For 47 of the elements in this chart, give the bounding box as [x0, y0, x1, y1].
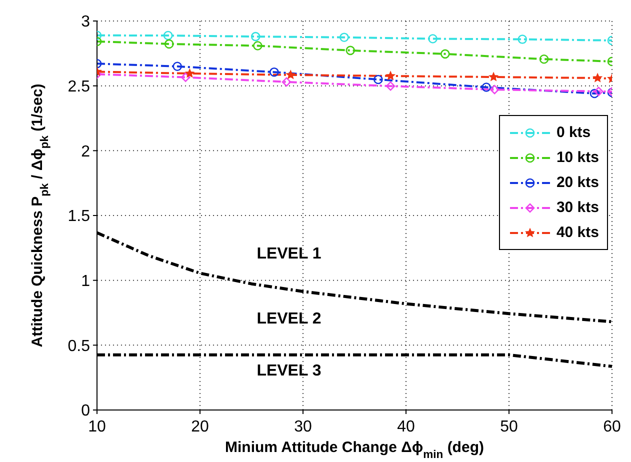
point: [440, 49, 450, 59]
point: [250, 32, 260, 42]
point: [593, 74, 602, 82]
point: [539, 54, 549, 64]
x-tick-label: 60: [603, 418, 621, 436]
annotation: LEVEL 1: [256, 246, 322, 262]
legend-label: 40 kts: [556, 224, 599, 241]
point: [490, 84, 500, 94]
x-tick-label: 10: [88, 418, 106, 436]
y-tick-label: 2: [81, 143, 90, 160]
x-tick-label: 20: [191, 418, 209, 436]
point: [428, 34, 438, 44]
y-tick-label: 0: [81, 402, 90, 420]
point: [482, 82, 491, 92]
point: [346, 46, 356, 56]
y-tick-label: 1: [81, 273, 90, 290]
point: [163, 30, 173, 40]
point: [386, 71, 395, 80]
point: [518, 34, 528, 44]
y-tick-label: 1.5: [68, 208, 90, 226]
x-tick-label: 50: [500, 418, 518, 436]
annotation: LEVEL 2: [256, 310, 322, 328]
point: [253, 41, 262, 50]
y-tick-label: 3: [81, 14, 90, 31]
y-tick-label: 2.5: [68, 78, 90, 96]
point: [164, 39, 174, 49]
point: [386, 81, 396, 91]
legend-label: 30 kts: [556, 199, 599, 216]
point: [590, 88, 600, 98]
legend-label: 20 kts: [556, 174, 599, 191]
point: [594, 86, 604, 96]
point: [172, 62, 182, 72]
x-axis-title: Minium Attitude Change Δϕ$_{min}$ (deg): [225, 439, 484, 461]
annotation: LEVEL 3: [256, 362, 322, 380]
point: [489, 72, 498, 81]
legend-label: 10 kts: [556, 149, 599, 166]
point: [340, 32, 349, 42]
x-tick-label: 30: [294, 418, 312, 436]
point: [185, 69, 194, 78]
point: [286, 70, 295, 79]
x-tick-label: 40: [397, 418, 415, 436]
point: [282, 77, 292, 87]
point: [374, 74, 383, 84]
y-tick-label: 0.5: [68, 338, 90, 355]
point: [180, 72, 190, 82]
legend-label: 0 kts: [556, 124, 591, 141]
point: [270, 67, 279, 77]
